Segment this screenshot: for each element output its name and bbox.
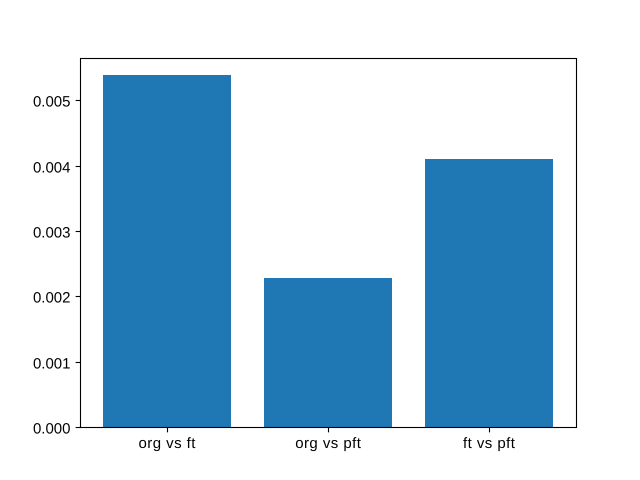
- svg-text:0.004: 0.004: [33, 159, 71, 176]
- svg-text:org vs pft: org vs pft: [295, 435, 362, 452]
- svg-text:org vs ft: org vs ft: [138, 435, 196, 452]
- svg-text:0.001: 0.001: [33, 355, 71, 372]
- svg-text:0.002: 0.002: [33, 289, 71, 306]
- svg-text:0.003: 0.003: [33, 224, 71, 241]
- svg-text:0.000: 0.000: [33, 420, 71, 437]
- svg-text:ft vs pft: ft vs pft: [463, 435, 516, 452]
- svg-text:0.005: 0.005: [33, 93, 71, 110]
